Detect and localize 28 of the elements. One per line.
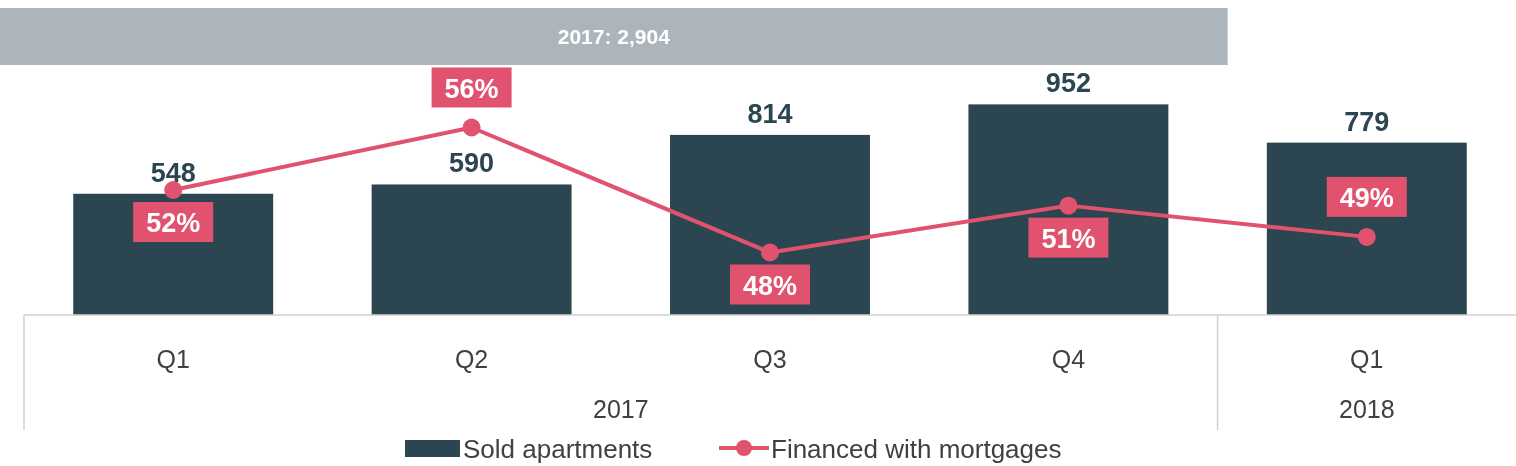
data-label: 49%	[1339, 182, 1394, 213]
data-label: 56%	[444, 73, 499, 104]
data-label: 590	[449, 148, 495, 179]
data-label: 814	[747, 98, 793, 129]
data-label: 52%	[146, 208, 201, 238]
x-tick-label: Q3	[753, 345, 787, 373]
data-label: 548	[150, 157, 196, 188]
text: 2017	[592, 395, 649, 423]
text: 2018	[1338, 395, 1395, 423]
point	[164, 181, 183, 199]
x-tick-label: Q1	[1350, 345, 1384, 373]
x-tick-label: Q1	[156, 345, 190, 373]
text: 2017: 2,904	[557, 25, 671, 48]
bar	[371, 184, 572, 315]
point	[1357, 227, 1376, 246]
point	[761, 243, 779, 262]
legend-label: Financed with mortgages	[771, 434, 1062, 464]
bar	[968, 104, 1169, 315]
point	[1059, 196, 1078, 215]
point	[462, 118, 481, 137]
x-tick-label: Q2	[454, 345, 489, 373]
legend-label: Sold apartments	[463, 434, 653, 464]
x-tick-label: Q4	[1051, 345, 1086, 373]
data-label: 779	[1344, 106, 1390, 137]
data-label: 51%	[1041, 223, 1096, 254]
data-label: 48%	[742, 270, 798, 301]
data-label: 952	[1045, 68, 1091, 99]
bar	[1266, 142, 1467, 315]
